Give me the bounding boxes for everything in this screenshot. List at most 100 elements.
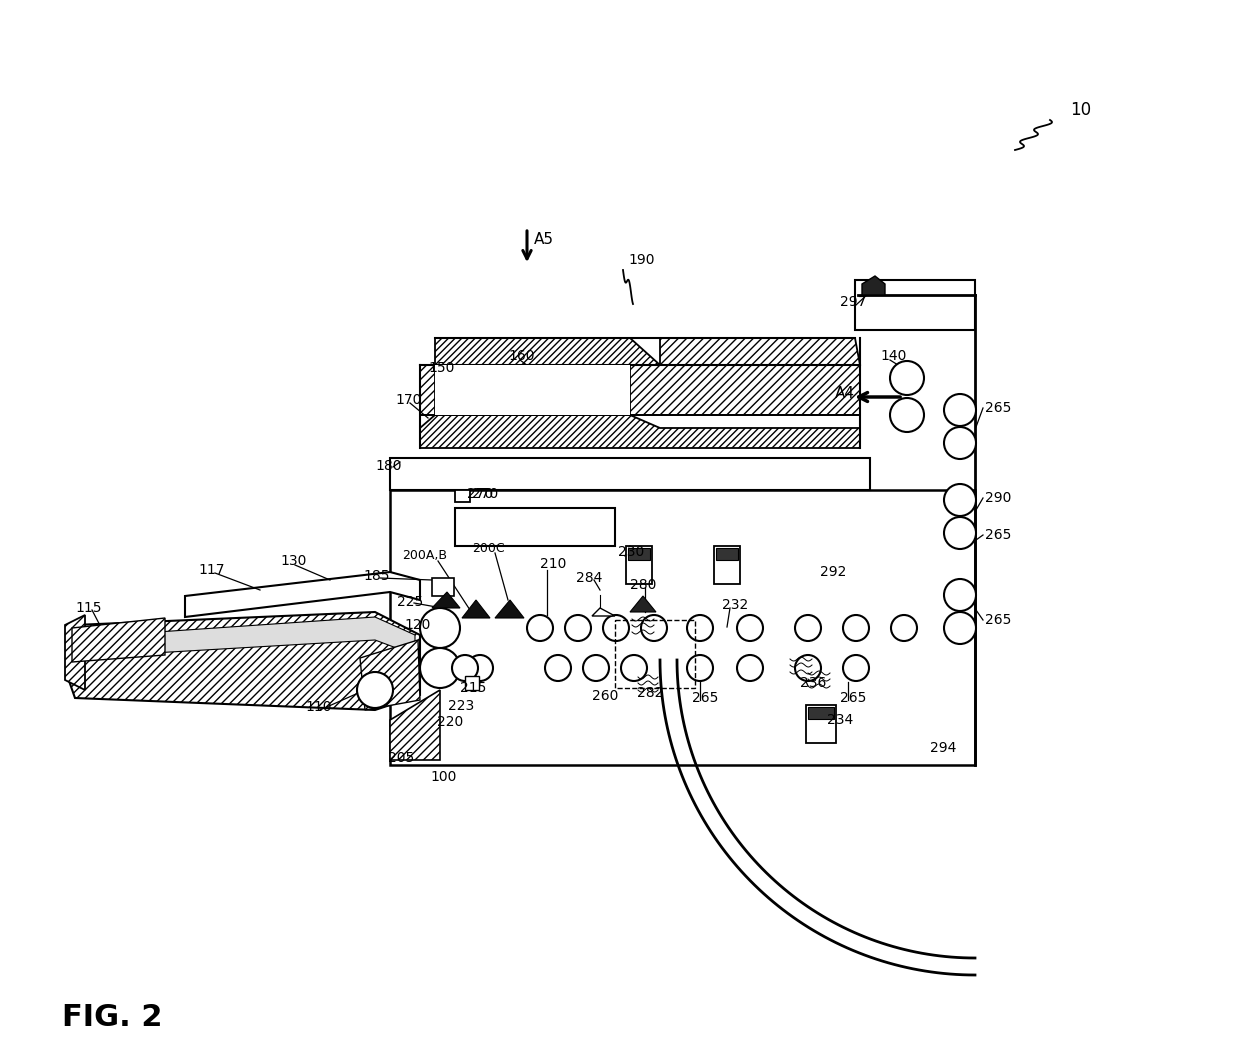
Circle shape	[603, 615, 629, 641]
Text: 294: 294	[930, 741, 956, 755]
Circle shape	[944, 484, 976, 516]
Circle shape	[944, 394, 976, 426]
Polygon shape	[432, 592, 460, 608]
Bar	[455, 490, 470, 502]
Polygon shape	[660, 338, 861, 365]
Text: 265: 265	[839, 691, 867, 705]
Circle shape	[687, 655, 713, 680]
Bar	[391, 490, 975, 765]
Bar	[856, 280, 975, 330]
Circle shape	[565, 615, 591, 641]
Bar	[455, 509, 615, 546]
Polygon shape	[591, 608, 615, 616]
Text: 280: 280	[630, 578, 656, 592]
Text: 284: 284	[577, 571, 603, 586]
Text: 236: 236	[800, 676, 826, 690]
Text: 120: 120	[404, 618, 430, 632]
Bar	[615, 620, 694, 688]
Text: 270: 270	[472, 487, 498, 501]
Circle shape	[641, 615, 667, 641]
Polygon shape	[463, 600, 490, 618]
Circle shape	[892, 615, 918, 641]
Circle shape	[546, 655, 570, 680]
Text: 210: 210	[539, 557, 567, 571]
Text: 234: 234	[827, 713, 853, 727]
Text: 270: 270	[467, 487, 494, 501]
Text: 220: 220	[436, 715, 464, 729]
Circle shape	[420, 608, 460, 648]
Circle shape	[890, 398, 924, 431]
Circle shape	[687, 615, 713, 641]
Text: 190: 190	[627, 253, 655, 267]
Text: A4: A4	[835, 385, 856, 401]
Text: 292: 292	[820, 565, 847, 579]
Text: 117: 117	[198, 563, 224, 577]
Polygon shape	[64, 615, 86, 690]
Circle shape	[527, 615, 553, 641]
Text: 200A,B: 200A,B	[402, 550, 446, 562]
Circle shape	[843, 615, 869, 641]
Circle shape	[944, 427, 976, 459]
Circle shape	[795, 655, 821, 680]
Circle shape	[621, 655, 647, 680]
Circle shape	[944, 579, 976, 611]
Text: FIG. 2: FIG. 2	[62, 1003, 162, 1033]
Polygon shape	[630, 596, 656, 612]
Circle shape	[737, 615, 763, 641]
Circle shape	[795, 615, 821, 641]
Circle shape	[944, 517, 976, 549]
Text: 140: 140	[880, 349, 906, 363]
Text: 130: 130	[280, 554, 306, 568]
Text: A5: A5	[534, 232, 554, 248]
Polygon shape	[420, 415, 861, 448]
Circle shape	[890, 361, 924, 395]
Text: 230: 230	[618, 545, 645, 559]
Text: 150: 150	[428, 361, 454, 375]
Text: 265: 265	[985, 528, 1012, 542]
Text: 10: 10	[1070, 101, 1091, 119]
Circle shape	[467, 655, 494, 680]
Text: 110: 110	[305, 701, 331, 714]
Bar	[465, 676, 479, 690]
Polygon shape	[420, 365, 861, 415]
Text: 160: 160	[508, 349, 534, 363]
Text: 265: 265	[985, 401, 1012, 415]
Text: 205: 205	[388, 751, 414, 765]
Bar	[391, 458, 870, 490]
Text: 215: 215	[460, 680, 486, 695]
Polygon shape	[495, 600, 525, 618]
Bar	[435, 365, 630, 415]
Text: 223: 223	[448, 699, 474, 713]
Polygon shape	[435, 338, 660, 365]
Circle shape	[357, 672, 393, 708]
Text: 282: 282	[637, 686, 663, 701]
Bar	[714, 546, 740, 584]
Text: 265: 265	[692, 691, 718, 705]
Text: 297: 297	[839, 295, 867, 309]
Bar	[808, 707, 835, 720]
Bar	[627, 548, 650, 560]
Text: 290: 290	[985, 491, 1012, 505]
Polygon shape	[862, 276, 885, 295]
Text: 232: 232	[722, 598, 748, 612]
Circle shape	[944, 612, 976, 644]
Circle shape	[583, 655, 609, 680]
Text: 200C: 200C	[472, 541, 505, 555]
Text: 225: 225	[397, 595, 423, 609]
Bar	[432, 578, 454, 596]
Text: 180: 180	[374, 459, 402, 473]
Bar	[626, 546, 652, 584]
Text: 170: 170	[396, 394, 422, 407]
Circle shape	[420, 648, 460, 688]
Text: 100: 100	[430, 770, 456, 784]
Text: 265: 265	[985, 613, 1012, 627]
Polygon shape	[391, 690, 440, 760]
Polygon shape	[72, 618, 165, 661]
Circle shape	[453, 655, 477, 680]
Text: 260: 260	[591, 689, 619, 703]
Polygon shape	[68, 612, 420, 710]
Polygon shape	[185, 572, 420, 617]
Bar	[806, 705, 836, 743]
Polygon shape	[360, 640, 420, 710]
Text: 115: 115	[74, 601, 102, 615]
